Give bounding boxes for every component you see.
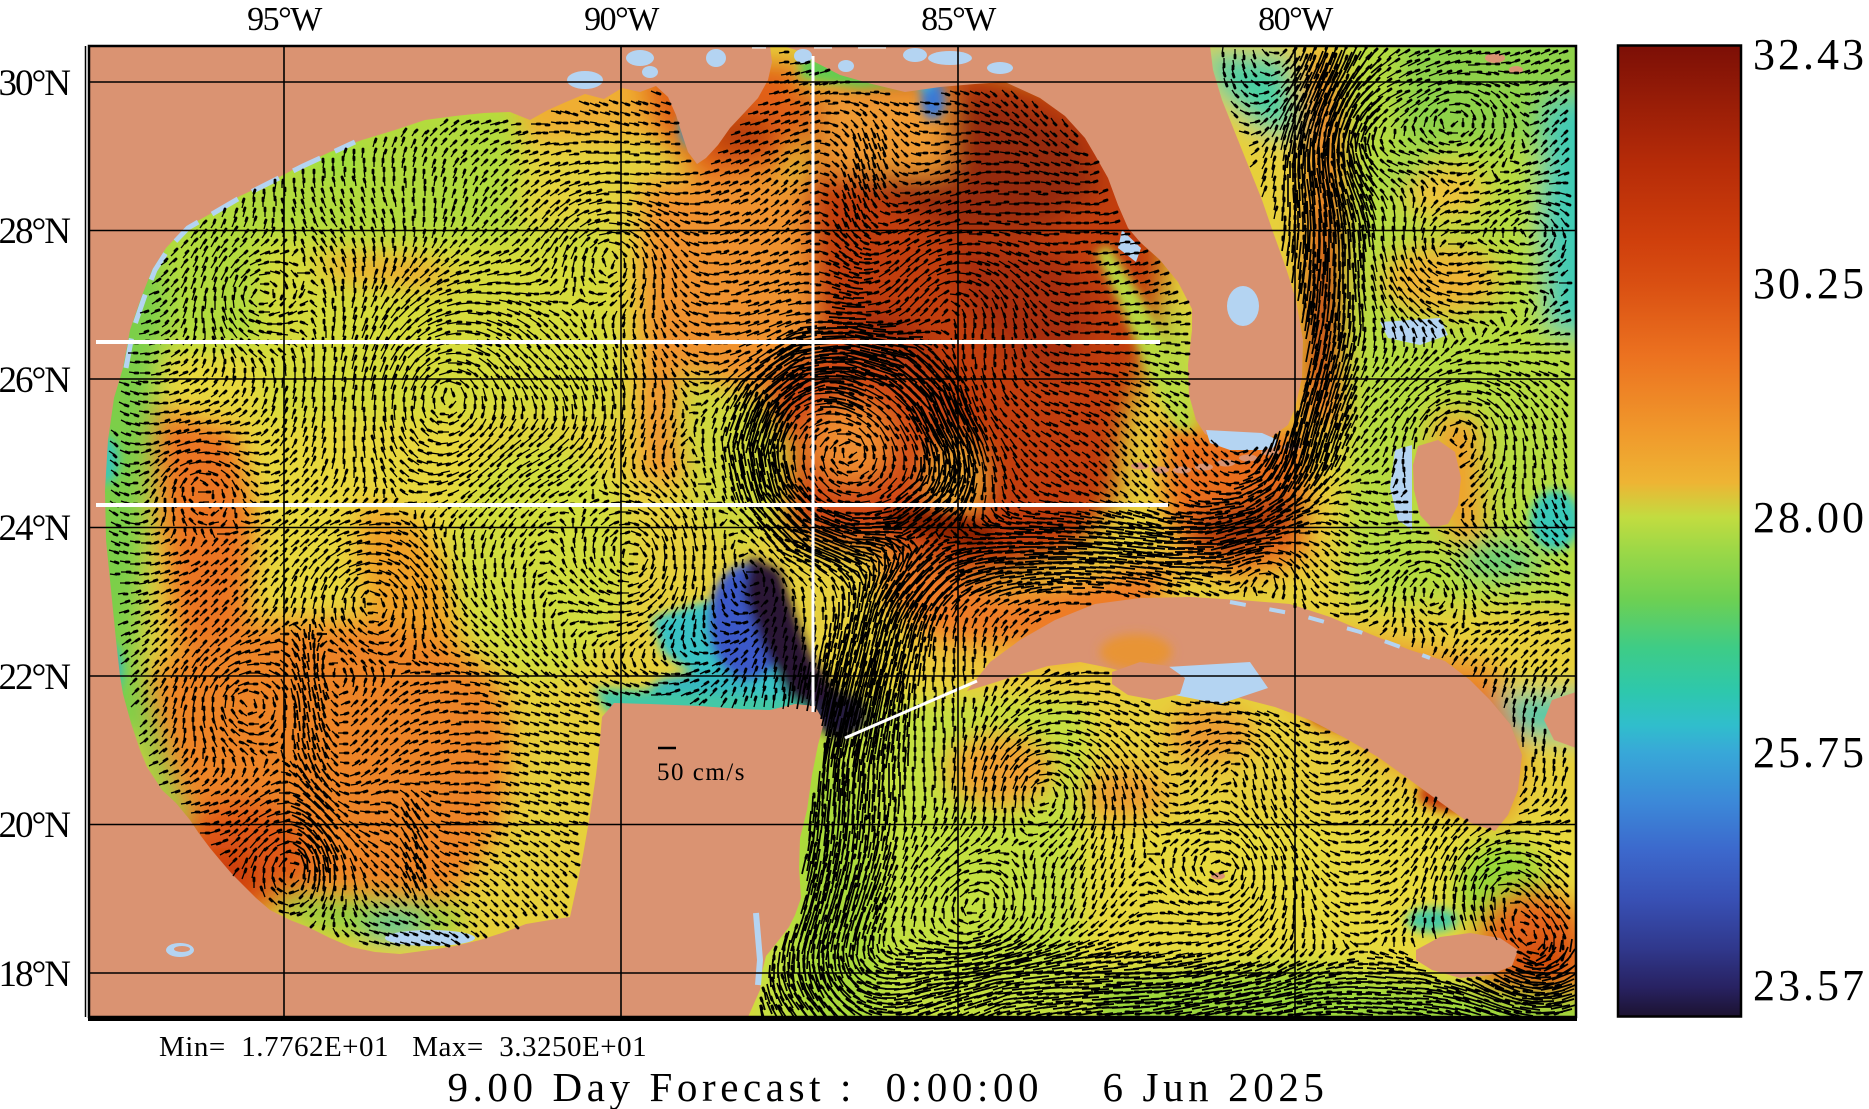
svg-text:90°W: 90°W [584, 1, 660, 38]
svg-text:Min= 1.7762E+01 Max= 3.325: Min= 1.7762E+01 Max= 3.3250E+01 [159, 1031, 647, 1063]
svg-text:24°N: 24°N [0, 508, 70, 549]
svg-text:9.00 Day Forecast : 0:00:00: 9.00 Day Forecast : 0:00:00 6 Jun 2025 [447, 1064, 1328, 1109]
svg-text:18°N: 18°N [0, 954, 70, 995]
svg-text:20°N: 20°N [0, 805, 70, 846]
svg-text:25.75: 25.75 [1753, 728, 1867, 777]
svg-text:85°W: 85°W [921, 1, 997, 38]
svg-text:80°W: 80°W [1258, 1, 1334, 38]
svg-text:28°N: 28°N [0, 211, 70, 252]
svg-text:50 cm/s: 50 cm/s [657, 759, 746, 786]
svg-text:30°N: 30°N [0, 63, 70, 104]
svg-text:30.25: 30.25 [1753, 259, 1867, 308]
svg-text:32.43: 32.43 [1753, 30, 1867, 79]
svg-text:28.00: 28.00 [1753, 493, 1867, 542]
svg-text:95°W: 95°W [247, 1, 323, 38]
svg-text:26°N: 26°N [0, 360, 70, 401]
svg-text:22°N: 22°N [0, 657, 70, 698]
svg-text:23.57: 23.57 [1753, 961, 1867, 1010]
